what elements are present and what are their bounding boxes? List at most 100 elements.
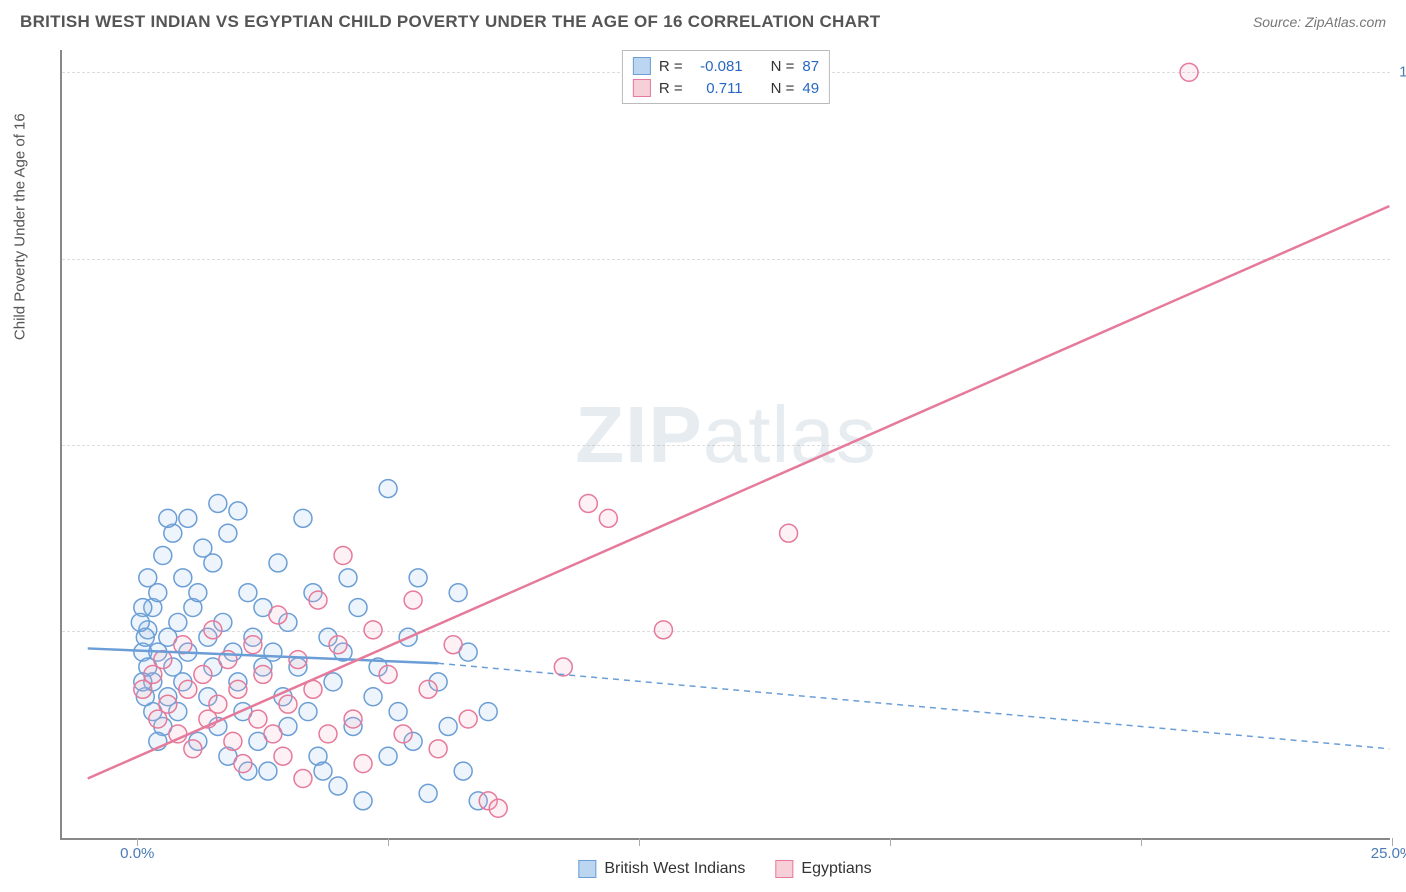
y-tick-label: 75.0% bbox=[1395, 250, 1406, 267]
data-point bbox=[394, 725, 412, 743]
legend-swatch bbox=[578, 860, 596, 878]
data-point bbox=[439, 718, 457, 736]
legend-swatch bbox=[633, 57, 651, 75]
y-tick-label: 50.0% bbox=[1395, 437, 1406, 454]
data-point bbox=[379, 665, 397, 683]
legend-correlation: R = -0.081 N = 87 R = 0.711 N = 49 bbox=[622, 50, 830, 104]
data-point bbox=[294, 509, 312, 527]
data-point bbox=[294, 770, 312, 788]
data-point bbox=[204, 621, 222, 639]
trendline-solid bbox=[88, 206, 1390, 778]
data-point bbox=[269, 554, 287, 572]
x-tick bbox=[388, 838, 389, 846]
data-point bbox=[780, 524, 798, 542]
y-tick-label: 25.0% bbox=[1395, 623, 1406, 640]
data-point bbox=[319, 725, 337, 743]
data-point bbox=[329, 777, 347, 795]
data-point bbox=[344, 710, 362, 728]
data-point bbox=[379, 747, 397, 765]
plot-region: ZIPatlas R = -0.081 N = 87 R = 0.711 N =… bbox=[60, 50, 1390, 840]
y-axis-label: Child Poverty Under the Age of 16 bbox=[12, 113, 29, 340]
data-point bbox=[229, 680, 247, 698]
legend-series-label: Egyptians bbox=[801, 860, 871, 878]
data-point bbox=[349, 599, 367, 617]
data-point bbox=[194, 665, 212, 683]
data-point bbox=[354, 792, 372, 810]
legend-series-label: British West Indians bbox=[604, 860, 745, 878]
data-point bbox=[299, 703, 317, 721]
legend-n-label: N = bbox=[771, 80, 795, 97]
data-point bbox=[654, 621, 672, 639]
data-point bbox=[329, 636, 347, 654]
data-point bbox=[454, 762, 472, 780]
legend-n-value: 49 bbox=[802, 80, 819, 97]
data-point bbox=[154, 651, 172, 669]
data-point bbox=[289, 651, 307, 669]
data-point bbox=[309, 591, 327, 609]
data-point bbox=[209, 494, 227, 512]
data-point bbox=[219, 524, 237, 542]
data-point bbox=[459, 710, 477, 728]
x-tick-label: 0.0% bbox=[120, 845, 154, 862]
data-point bbox=[244, 636, 262, 654]
data-point bbox=[324, 673, 342, 691]
data-point bbox=[354, 755, 372, 773]
data-point bbox=[364, 688, 382, 706]
x-tick bbox=[1141, 838, 1142, 846]
legend-series-item: Egyptians bbox=[775, 860, 871, 878]
data-point bbox=[409, 569, 427, 587]
data-point bbox=[159, 695, 177, 713]
legend-swatch bbox=[775, 860, 793, 878]
data-point bbox=[339, 569, 357, 587]
chart-area: Child Poverty Under the Age of 16 ZIPatl… bbox=[60, 50, 1390, 840]
data-point bbox=[404, 591, 422, 609]
legend-corr-row: R = -0.081 N = 87 bbox=[633, 55, 819, 77]
data-point bbox=[209, 695, 227, 713]
data-point bbox=[254, 665, 272, 683]
data-point bbox=[279, 695, 297, 713]
scatter-svg bbox=[62, 50, 1390, 838]
legend-corr-row: R = 0.711 N = 49 bbox=[633, 77, 819, 99]
data-point bbox=[264, 643, 282, 661]
data-point bbox=[264, 725, 282, 743]
data-point bbox=[169, 613, 187, 631]
data-point bbox=[154, 547, 172, 565]
data-point bbox=[419, 784, 437, 802]
data-point bbox=[184, 740, 202, 758]
data-point bbox=[274, 747, 292, 765]
data-point bbox=[159, 509, 177, 527]
data-point bbox=[224, 732, 242, 750]
x-tick bbox=[639, 838, 640, 846]
data-point bbox=[334, 547, 352, 565]
data-point bbox=[174, 569, 192, 587]
data-point bbox=[554, 658, 572, 676]
legend-n-value: 87 bbox=[802, 58, 819, 75]
x-tick-label: 25.0% bbox=[1371, 845, 1406, 862]
trendline-dashed bbox=[438, 663, 1389, 748]
legend-r-label: R = bbox=[659, 80, 683, 97]
data-point bbox=[449, 584, 467, 602]
data-point bbox=[364, 621, 382, 639]
data-point bbox=[239, 584, 257, 602]
data-point bbox=[579, 494, 597, 512]
data-point bbox=[379, 480, 397, 498]
data-point bbox=[429, 740, 447, 758]
x-tick bbox=[890, 838, 891, 846]
data-point bbox=[489, 799, 507, 817]
legend-r-value: -0.081 bbox=[691, 58, 743, 75]
chart-source: Source: ZipAtlas.com bbox=[1253, 14, 1386, 30]
chart-title: BRITISH WEST INDIAN VS EGYPTIAN CHILD PO… bbox=[20, 12, 880, 32]
data-point bbox=[419, 680, 437, 698]
data-point bbox=[234, 755, 252, 773]
data-point bbox=[259, 762, 277, 780]
data-point bbox=[479, 703, 497, 721]
data-point bbox=[204, 554, 222, 572]
data-point bbox=[599, 509, 617, 527]
data-point bbox=[314, 762, 332, 780]
data-point bbox=[189, 584, 207, 602]
data-point bbox=[131, 613, 149, 631]
data-point bbox=[229, 502, 247, 520]
data-point bbox=[179, 680, 197, 698]
data-point bbox=[249, 710, 267, 728]
legend-swatch bbox=[633, 79, 651, 97]
